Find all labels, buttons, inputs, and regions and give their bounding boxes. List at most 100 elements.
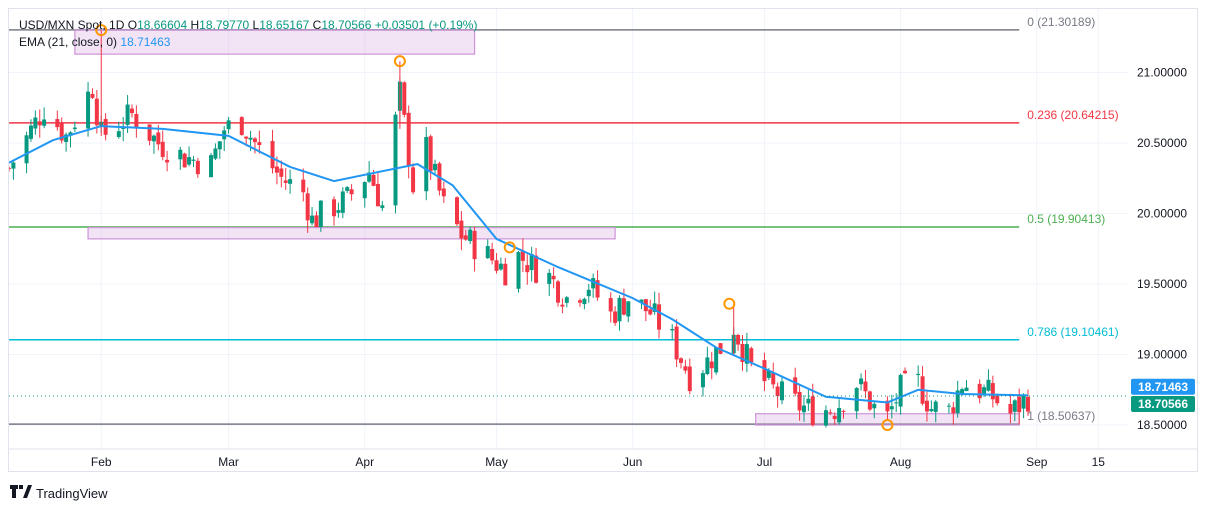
candle-body bbox=[213, 148, 218, 159]
candle-body bbox=[903, 370, 907, 374]
ema-polyline bbox=[9, 125, 1029, 404]
time-axis[interactable]: Feb Mar Apr May Jun Jul Aug Sep 15 bbox=[91, 455, 1105, 469]
candle-body bbox=[288, 179, 293, 184]
candle-body bbox=[270, 141, 275, 169]
time-tick-label: Jun bbox=[623, 455, 642, 469]
candle-body bbox=[64, 134, 69, 142]
candle-body bbox=[42, 119, 47, 126]
symbol-legend[interactable]: USD/MXN Spot, 1D O18.66604 H18.79770 L18… bbox=[19, 18, 477, 32]
candle-body bbox=[639, 299, 644, 303]
tradingview-brand[interactable]: TradingView bbox=[10, 485, 108, 501]
candle-body bbox=[367, 172, 372, 182]
candle-body bbox=[459, 220, 464, 239]
candle-body bbox=[424, 136, 429, 192]
fib-label: 0.786 (19.10461) bbox=[1027, 325, 1118, 339]
candle-body bbox=[468, 229, 473, 242]
candle-body bbox=[793, 377, 798, 394]
fib-label: 1 (18.50637) bbox=[1027, 409, 1095, 423]
candle-body bbox=[156, 132, 161, 145]
swing-marker bbox=[393, 55, 406, 68]
candle-body bbox=[147, 124, 152, 141]
candle-body bbox=[964, 387, 969, 392]
candle-body bbox=[520, 250, 525, 261]
candle-body bbox=[191, 159, 196, 161]
candle-body bbox=[151, 135, 156, 142]
price-tags: 18.71463 18.70566 bbox=[1131, 378, 1195, 413]
candle-body bbox=[209, 155, 214, 178]
candle-body bbox=[129, 108, 134, 114]
swing-marker bbox=[723, 297, 736, 310]
candle-body bbox=[679, 358, 683, 363]
candle-body bbox=[59, 123, 64, 141]
indicator-legend[interactable]: EMA (21, close, 0) 18.71463 bbox=[19, 35, 170, 49]
candle-body bbox=[837, 407, 842, 423]
candle-body bbox=[1017, 396, 1022, 413]
candle-body bbox=[336, 210, 341, 213]
candle-body bbox=[160, 141, 165, 157]
candle-body bbox=[828, 412, 833, 414]
candle-body bbox=[340, 191, 345, 213]
candle-body bbox=[648, 309, 653, 315]
candlestick-chart[interactable]: 0 (21.30189) 0.236 (20.64215) 0.5 (19.9041… bbox=[9, 9, 1198, 472]
high-label: H bbox=[190, 18, 200, 32]
candle-body bbox=[955, 390, 960, 414]
candle-body bbox=[714, 347, 719, 373]
candle-body bbox=[946, 405, 951, 407]
candle-body bbox=[687, 366, 692, 392]
candle-body bbox=[933, 401, 938, 412]
price-tag-box bbox=[1131, 396, 1195, 413]
candle-body bbox=[700, 373, 705, 388]
zone-box bbox=[74, 29, 476, 55]
candle-body bbox=[929, 408, 934, 412]
candle-body bbox=[178, 149, 183, 160]
candle-body bbox=[332, 199, 337, 217]
candle-body bbox=[591, 278, 596, 289]
candle-body bbox=[463, 235, 468, 240]
candle-body bbox=[586, 289, 591, 297]
candle-body bbox=[560, 304, 565, 307]
chart-frame[interactable]: 0 (21.30189) 0.236 (20.64215) 0.5 (19.9041… bbox=[8, 8, 1198, 472]
candle-body bbox=[28, 125, 33, 139]
candle-body bbox=[525, 265, 530, 273]
change-value: +0.03501 (+0.19%) bbox=[374, 18, 478, 32]
candle-body bbox=[859, 378, 864, 385]
candle-body bbox=[652, 303, 657, 312]
swing-marker bbox=[95, 24, 108, 37]
candle-body bbox=[990, 383, 995, 400]
candle-body bbox=[924, 400, 929, 412]
candle-body bbox=[490, 248, 495, 261]
candle-body bbox=[371, 174, 376, 186]
candle-body bbox=[314, 215, 319, 228]
candle-body bbox=[187, 157, 192, 165]
candle-body bbox=[977, 383, 982, 399]
candle-body bbox=[24, 135, 29, 164]
close-value: 18.70566 bbox=[321, 18, 372, 32]
candle-body bbox=[428, 136, 433, 172]
swing-markers bbox=[95, 24, 894, 432]
price-tag-box bbox=[1131, 378, 1195, 395]
candle-body bbox=[749, 348, 754, 363]
candle-body bbox=[595, 280, 600, 298]
candle-body bbox=[740, 343, 745, 363]
candle-body bbox=[898, 374, 903, 407]
candle-body bbox=[116, 131, 121, 138]
candle-body bbox=[33, 117, 38, 129]
time-tick-label: Mar bbox=[218, 455, 239, 469]
price-axis[interactable]: 18.50000 19.00000 19.50000 20.00000 20.50000… bbox=[1137, 65, 1187, 432]
candle-body bbox=[125, 104, 130, 125]
candle-body bbox=[775, 386, 780, 397]
zone-box bbox=[87, 226, 616, 240]
candle-body bbox=[797, 391, 802, 411]
candle-body bbox=[705, 357, 710, 375]
candle-body bbox=[951, 407, 956, 414]
candle-body bbox=[995, 395, 1000, 404]
candle-body bbox=[534, 255, 539, 283]
candle-body bbox=[94, 98, 99, 126]
time-tick-label: Sep bbox=[1026, 455, 1048, 469]
price-tick-label: 19.50000 bbox=[1137, 277, 1187, 291]
high-value: 18.79770 bbox=[199, 18, 250, 32]
open-value: 18.66604 bbox=[137, 18, 188, 32]
candle-body bbox=[274, 166, 279, 173]
candle-body bbox=[498, 263, 503, 270]
time-tick-label: Jul bbox=[757, 455, 772, 469]
